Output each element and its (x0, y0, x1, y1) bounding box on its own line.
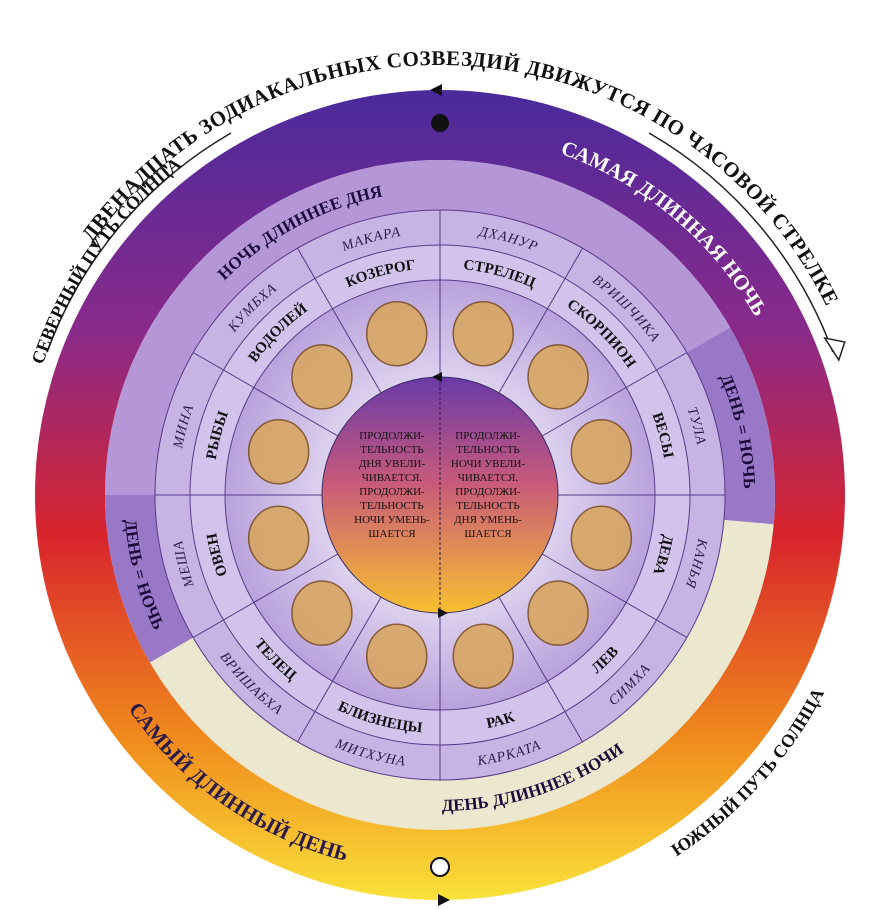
sign-figure (292, 581, 352, 645)
center-text: ПРОДОЛЖИ- (455, 430, 521, 442)
marker-dot (431, 858, 449, 876)
center-text: ТЕЛЬНОСТЬ (456, 444, 519, 456)
zodiac-diagram: ДВЕНАДЦАТЬ ЗОДИАКАЛЬНЫХ СОЗВЕЗДИЙ ДВИЖУТ… (0, 0, 870, 910)
sign-figure (249, 506, 309, 570)
center-text: ЧИВАЕТСЯ. (458, 472, 519, 484)
center-text: ДНЯ УМЕНЬ- (454, 514, 522, 526)
sign-figure (292, 345, 352, 409)
sign-figure (453, 302, 513, 366)
center-text: ШАЕТСЯ (368, 528, 416, 540)
center-text: ТЕЛЬНОСТЬ (360, 444, 423, 456)
sign-figure (367, 302, 427, 366)
center-text: ШАЕТСЯ (464, 528, 512, 540)
layout (35, 84, 845, 906)
sign-figure (528, 581, 588, 645)
sign-figure (571, 506, 631, 570)
center-text: НОЧИ УМЕНЬ- (354, 514, 430, 526)
marker-dot (431, 114, 449, 132)
center-text: НОЧИ УВЕЛИ- (451, 458, 526, 470)
center-text: ТЕЛЬНОСТЬ (456, 500, 519, 512)
sign-figure (249, 420, 309, 484)
center-text: ПРОДОЛЖИ- (359, 430, 425, 442)
sign-figure (528, 345, 588, 409)
sign-figure (453, 624, 513, 688)
center-text: ДНЯ УВЕЛИ- (359, 458, 426, 470)
center-text: ЧИВАЕТСЯ. (362, 472, 423, 484)
sign-figure (571, 420, 631, 484)
center-text: ПРОДОЛЖИ- (455, 486, 521, 498)
arrow-head (825, 338, 845, 360)
sign-figure (367, 624, 427, 688)
center-text: ТЕЛЬНОСТЬ (360, 500, 423, 512)
center-text: ПРОДОЛЖИ- (359, 486, 425, 498)
